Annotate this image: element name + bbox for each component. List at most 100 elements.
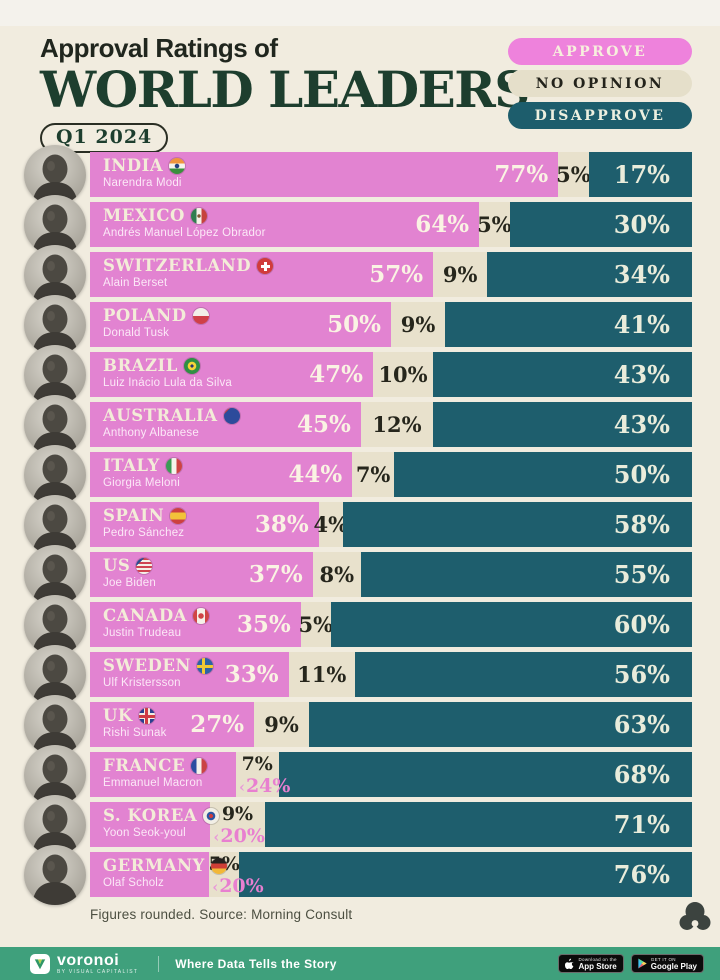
leader-name: Rishi Sunak <box>103 727 167 739</box>
disapprove-value: 34% <box>613 260 670 289</box>
approve-value: 77% <box>494 161 549 188</box>
play-triangle-icon <box>638 958 647 969</box>
leader-name: Andrés Manuel López Obrador <box>103 227 266 239</box>
disapprove-value: 43% <box>613 410 670 439</box>
approve-segment <box>90 752 236 797</box>
country-name: SWITZERLAND <box>103 256 274 275</box>
flag-skorea-icon <box>203 808 220 824</box>
no-opinion-segment: 10% <box>372 352 434 397</box>
voronoi-byline: BY VISUAL CAPITALIST <box>57 968 139 975</box>
header: Approval Ratings of WORLD LEADERS Q1 202… <box>40 33 530 153</box>
flag-switzerland-icon <box>257 258 274 274</box>
disapprove-value: 60% <box>613 610 670 639</box>
approve-segment: 38% <box>90 502 319 547</box>
no-opinion-value: 10% <box>378 362 428 387</box>
leader-label: SWITZERLAND Alain Berset <box>103 256 274 289</box>
approve-value: 47% <box>309 361 363 388</box>
no-opinion-segment: 8% <box>312 552 361 597</box>
country-name: FRANCE <box>103 756 208 775</box>
approve-value: ‹24% <box>238 775 291 797</box>
bar-track: 77% 5% 17% <box>90 152 692 197</box>
leader-label: S. KOREA Yoon Seok-youl <box>103 806 220 839</box>
leader-row-india: 77% 5% 17% INDIA Narendra Modi <box>24 145 692 205</box>
disapprove-segment: 58% <box>342 502 692 547</box>
legend: APPROVE NO OPINION DISAPPROVE <box>508 38 692 129</box>
legend-no-opinion: NO OPINION <box>508 70 692 97</box>
left-chevron-icon: ‹ <box>238 778 245 796</box>
no-opinion-value: 9% <box>442 262 478 287</box>
leader-name: Anthony Albanese <box>103 427 199 439</box>
leader-label: AUSTRALIA Anthony Albanese <box>103 406 240 439</box>
bar-track: 35% 5% 60% <box>90 602 692 647</box>
leader-label: SWEDEN Ulf Kristersson <box>103 656 213 689</box>
disapprove-segment: 50% <box>393 452 692 497</box>
flag-germany-icon <box>210 858 227 874</box>
disapprove-segment: 43% <box>433 402 692 447</box>
disapprove-value: 68% <box>613 760 670 789</box>
approve-value: 38% <box>254 511 309 538</box>
leader-name: Emmanuel Macron <box>103 777 203 789</box>
disapprove-value: 50% <box>613 460 670 489</box>
no-opinion-segment: 11% <box>288 652 355 697</box>
leader-row-poland: 50% 9% 41% POLAND Donald Tusk <box>24 295 692 355</box>
approve-segment: 47% <box>90 352 373 397</box>
no-opinion-value: 9% <box>221 803 254 825</box>
no-opinion-segment: 5% <box>477 202 512 247</box>
flag-brazil-icon <box>183 358 200 374</box>
no-opinion-value: 5% <box>298 612 334 637</box>
page-title: WORLD LEADERS <box>40 60 530 119</box>
no-opinion-segment: 9% <box>433 252 488 297</box>
no-opinion-segment: 9% <box>391 302 446 347</box>
app-store-badge[interactable]: Download on the App Store <box>558 954 624 973</box>
disapprove-segment: 55% <box>360 552 692 597</box>
leader-row-italy: 44% 7% 50% ITALY Giorgia Meloni <box>24 445 692 505</box>
google-play-badge[interactable]: GET IT ON Google Play <box>630 954 704 973</box>
leader-row-france: 7% 68% ‹24% FRANCE Emmanuel Macron <box>24 745 692 805</box>
no-opinion-value: 8% <box>319 562 355 587</box>
disapprove-value: 76% <box>613 860 670 889</box>
approve-segment: 33% <box>90 652 289 697</box>
leader-name: Ulf Kristersson <box>103 677 181 689</box>
country-name: GERMANY <box>103 856 227 875</box>
approve-segment <box>90 852 210 897</box>
apple-icon <box>565 958 574 969</box>
country-name: ITALY <box>103 456 182 475</box>
approve-value: ‹20% <box>212 875 264 897</box>
bar-track: 5%76% <box>90 852 692 897</box>
bar-track: 27% 9% 63% <box>90 702 692 747</box>
country-name: MEXICO <box>103 206 266 225</box>
approve-segment <box>90 802 211 847</box>
no-opinion-segment: 7% <box>235 752 279 797</box>
tagline: Where Data Tells the Story <box>175 956 337 971</box>
disapprove-segment: 68% <box>278 752 692 797</box>
flag-france-icon <box>191 758 208 774</box>
leader-name: Donald Tusk <box>103 327 170 339</box>
flag-italy-icon <box>165 458 182 474</box>
no-opinion-segment: 7% <box>352 452 394 497</box>
leader-label: SPAIN Pedro Sánchez <box>103 506 187 539</box>
top-strip <box>0 0 720 26</box>
country-name: S. KOREA <box>103 806 220 825</box>
bar-track: 33% 11% 56% <box>90 652 692 697</box>
no-opinion-segment: 9% <box>210 802 265 847</box>
country-name: SPAIN <box>103 506 187 525</box>
leader-name: Alain Berset <box>103 277 168 289</box>
leader-label: INDIA Narendra Modi <box>103 156 186 189</box>
divider <box>158 955 160 972</box>
disapprove-segment: 41% <box>445 302 692 347</box>
disapprove-segment: 17% <box>588 152 692 197</box>
leader-photo <box>24 145 86 205</box>
no-opinion-segment: 5% <box>298 602 334 647</box>
bar-track: 57% 9% 34% <box>90 252 692 297</box>
disapprove-segment: 76% <box>239 852 692 897</box>
leader-row-us: 37% 8% 55% US Joe Biden <box>24 545 692 605</box>
flag-mexico-icon <box>190 208 207 224</box>
country-name: POLAND <box>103 306 209 325</box>
flag-uk-icon <box>138 708 155 724</box>
leader-name: Narendra Modi <box>103 177 182 189</box>
leader-row-mexico: 64% 5% 30% MEXICO Andrés Manuel López Obrado… <box>24 195 692 255</box>
disapprove-segment: 63% <box>308 702 692 747</box>
country-name: INDIA <box>103 156 186 175</box>
chart-kicker: Approval Ratings of <box>40 33 278 63</box>
leader-name: Pedro Sánchez <box>103 527 185 539</box>
